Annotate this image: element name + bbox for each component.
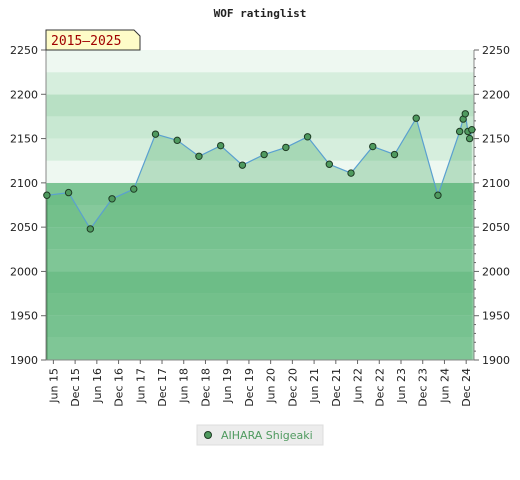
x-tick-label: Dec 19 (243, 368, 256, 407)
y-tick-label-right: 2150 (482, 133, 510, 146)
period-badge-label: 2015–2025 (51, 34, 121, 49)
y-tick-label-right: 2200 (482, 88, 510, 101)
y-tick-label-left: 2050 (10, 221, 38, 234)
data-point (130, 185, 138, 193)
y-tick-label-left: 2150 (10, 133, 38, 146)
legend: AIHARA Shigeaki (196, 424, 324, 446)
legend-series-name: AIHARA Shigeaki (221, 429, 313, 442)
x-tick-label: Jun 21 (308, 368, 321, 404)
y-tick-label-right: 2100 (482, 177, 510, 190)
data-point (238, 161, 247, 169)
y-axis-right: 1900 1950 2000 2050 2100 2150 2200 2250 (474, 44, 510, 367)
rating-band (46, 205, 474, 228)
axes (45, 50, 475, 361)
y-tick-label-left: 2200 (10, 88, 38, 101)
x-tick-label: Dec 21 (330, 368, 343, 407)
data-point (468, 126, 476, 134)
data-point (216, 141, 225, 150)
data-point (282, 143, 290, 152)
data-point (465, 134, 474, 143)
x-tick-label: Jun 17 (134, 368, 147, 404)
x-tick-label: Dec 18 (199, 368, 212, 407)
rating-band (46, 315, 474, 338)
data-point (151, 130, 160, 138)
data-point (64, 188, 73, 197)
x-tick-label: Jun 23 (395, 368, 408, 404)
x-tick-label: Dec 22 (373, 368, 386, 407)
data-point (369, 142, 377, 151)
data-point (173, 136, 181, 145)
data-point (455, 127, 464, 136)
rating-band (46, 337, 474, 360)
rating-bands (46, 50, 474, 360)
x-tick-label: Jun 15 (47, 368, 60, 404)
y-tick-label-right: 2000 (482, 265, 510, 278)
x-axis: Jun 15 Dec 15 Jun 16 Dec 16 Jun 17 Dec 17 Jun … (47, 360, 473, 407)
x-tick-label: Jun 18 (178, 368, 191, 404)
x-tick-label: Dec 23 (417, 368, 430, 407)
y-tick-label-left: 2000 (10, 265, 38, 278)
data-point (434, 191, 442, 199)
chart-title: WOF ratinglist (214, 7, 307, 20)
data-point (390, 150, 399, 159)
y-tick-label-left: 1950 (10, 310, 38, 323)
y-tick-label-left: 1900 (10, 354, 38, 367)
y-tick-label-left: 2100 (10, 177, 38, 190)
data-point (412, 114, 420, 122)
y-tick-label-right: 2250 (482, 44, 510, 57)
rating-band (46, 138, 474, 161)
rating-band (46, 182, 474, 205)
data-point (325, 160, 334, 168)
x-tick-label: Jun 24 (438, 368, 451, 404)
x-tick-label: Dec 15 (69, 368, 82, 407)
x-tick-label: Jun 19 (221, 368, 234, 404)
x-tick-label: Dec 24 (460, 368, 473, 407)
rating-band (46, 271, 474, 294)
legend-marker (204, 431, 212, 439)
y-tick-label-right: 1950 (482, 310, 510, 323)
data-point (86, 225, 95, 233)
rating-band (46, 293, 474, 316)
x-tick-label: Dec 20 (286, 368, 299, 407)
x-tick-label: Dec 17 (156, 368, 169, 407)
rating-band (46, 160, 474, 183)
rating-band (46, 249, 474, 272)
x-tick-label: Jun 20 (265, 368, 278, 404)
x-tick-label: Dec 16 (113, 368, 126, 407)
data-point (195, 152, 203, 160)
x-tick-label: Jun 16 (91, 368, 104, 404)
rating-band (46, 94, 474, 117)
period-badge: 2015–2025 (45, 29, 141, 51)
data-point (43, 191, 51, 199)
data-point (260, 150, 268, 159)
rating-band (46, 72, 474, 95)
rating-band (46, 50, 474, 73)
data-point (108, 195, 116, 203)
y-tick-label-left: 2250 (10, 44, 38, 57)
rating-band (46, 227, 474, 250)
data-point (461, 110, 470, 118)
y-axis-left: 1900 1950 2000 2050 2100 2150 2200 2250 (10, 44, 46, 367)
x-tick-label: Jun 22 (352, 368, 365, 404)
y-tick-label-right: 1900 (482, 354, 510, 367)
series-area-fill (46, 113, 472, 360)
data-points (43, 110, 476, 233)
y-tick-label-right: 2050 (482, 221, 510, 234)
data-point (303, 133, 312, 141)
data-point (347, 169, 355, 177)
